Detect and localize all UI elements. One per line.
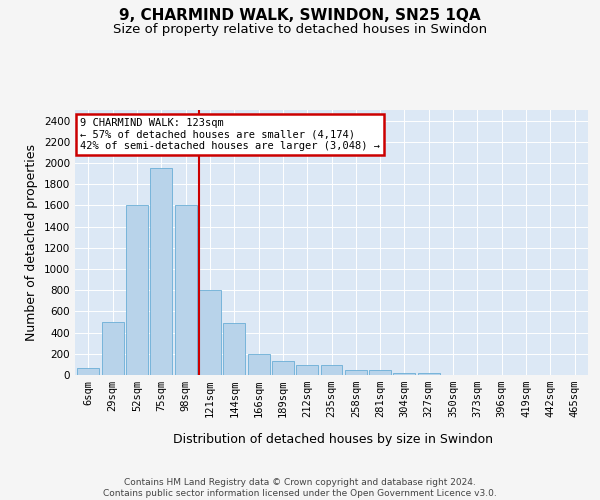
Text: Distribution of detached houses by size in Swindon: Distribution of detached houses by size …: [173, 432, 493, 446]
Text: Contains HM Land Registry data © Crown copyright and database right 2024.
Contai: Contains HM Land Registry data © Crown c…: [103, 478, 497, 498]
Text: 9 CHARMIND WALK: 123sqm
← 57% of detached houses are smaller (4,174)
42% of semi: 9 CHARMIND WALK: 123sqm ← 57% of detache…: [80, 118, 380, 151]
Bar: [296, 366, 318, 375]
Bar: [223, 323, 245, 375]
Bar: [151, 168, 172, 375]
Bar: [345, 370, 367, 375]
Bar: [77, 368, 100, 375]
Text: 9, CHARMIND WALK, SWINDON, SN25 1QA: 9, CHARMIND WALK, SWINDON, SN25 1QA: [119, 8, 481, 22]
Bar: [248, 354, 269, 375]
Bar: [418, 373, 440, 375]
Bar: [126, 206, 148, 375]
Bar: [320, 366, 343, 375]
Bar: [175, 206, 197, 375]
Bar: [199, 290, 221, 375]
Text: Size of property relative to detached houses in Swindon: Size of property relative to detached ho…: [113, 22, 487, 36]
Bar: [394, 373, 415, 375]
Bar: [272, 361, 294, 375]
Bar: [369, 370, 391, 375]
Bar: [102, 322, 124, 375]
Y-axis label: Number of detached properties: Number of detached properties: [25, 144, 38, 341]
